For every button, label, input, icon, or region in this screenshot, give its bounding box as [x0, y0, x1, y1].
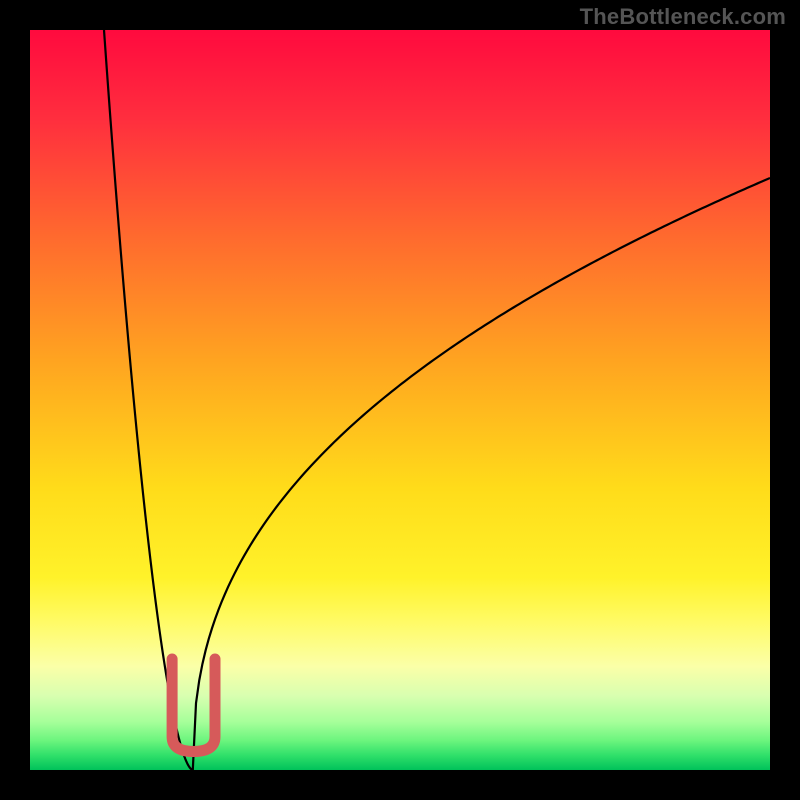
bottleneck-chart — [0, 0, 800, 800]
chart-container: TheBottleneck.com — [0, 0, 800, 800]
watermark-text: TheBottleneck.com — [580, 4, 786, 30]
plot-background — [30, 30, 770, 770]
